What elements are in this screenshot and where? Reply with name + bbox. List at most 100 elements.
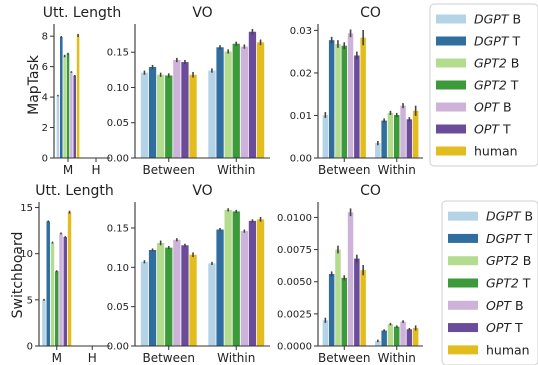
bar (347, 33, 354, 158)
x-tick-label: Between (318, 351, 371, 365)
bar (341, 45, 347, 158)
y-tick-label: 0.00 (107, 342, 129, 353)
legend-bottom: DGPT B DGPT T GPT2 B GPT2 T OPT B OPT T human (441, 200, 538, 365)
legend-swatch (436, 124, 466, 134)
bar (224, 51, 232, 158)
x-tick-label: M (52, 351, 62, 365)
panel-0: Utt. Length 0 2 4 6 8 M H (42, 5, 122, 177)
bar (335, 43, 341, 158)
y-tick-label: 15 (20, 203, 33, 214)
bar (232, 211, 240, 346)
bar (216, 229, 224, 346)
legend-entry: DGPT B (486, 209, 533, 224)
panel-1: VO 0.00 0.05 0.10 0.15 Between Within (107, 5, 270, 177)
x-tick-label: Within (378, 351, 416, 365)
y-tick-label: 0.15 (107, 48, 129, 59)
bar (148, 67, 157, 158)
y-tick-label: 0.15 (107, 223, 129, 234)
legend-swatch (436, 36, 466, 46)
bar (360, 37, 366, 158)
bar (387, 112, 394, 158)
legend-entry: DGPT T (486, 231, 532, 246)
legend-entry: GPT2 B (474, 56, 519, 71)
legend-swatch (436, 146, 466, 156)
bar (208, 263, 216, 346)
x-tick-label: M (63, 163, 73, 177)
bar (157, 74, 165, 158)
y-tick-label: 6 (42, 62, 48, 73)
y-tick-label: 0.05 (107, 118, 129, 129)
bar (394, 326, 400, 346)
chart-panels: Utt. Length 0 2 4 6 8 M H VO 0.00 0.05 0.10 0.15 Betw… (20, 5, 423, 365)
y-tick-label: 8 (42, 32, 48, 43)
legend-entry: DGPT T (474, 34, 520, 49)
legend-swatch (448, 211, 478, 221)
y-tick-label: 0.0050 (277, 277, 312, 288)
y-tick-label: 2 (42, 123, 48, 134)
bar (181, 245, 189, 346)
legend-swatch (436, 58, 466, 68)
bar (381, 120, 387, 158)
legend-entry: human (486, 342, 530, 357)
x-tick-label: H (91, 163, 100, 177)
bar (70, 71, 73, 158)
y-tick-label: 0 (27, 342, 33, 353)
y-tick-label: 0.0025 (277, 309, 312, 320)
bar (232, 43, 240, 158)
bar (67, 212, 72, 346)
legend-swatch (436, 14, 466, 24)
bar (248, 31, 257, 158)
x-tick-label: H (88, 351, 97, 365)
y-tick-label: 4 (42, 93, 48, 104)
legend-top: DGPT B DGPT T GPT2 B GPT2 T OPT B OPT T human (429, 3, 538, 167)
legend-entry: GPT2 T (486, 276, 531, 291)
bar (173, 239, 181, 346)
bar (46, 221, 50, 346)
row-label-maptask: MapTask (26, 54, 42, 115)
y-tick-label: 5 (27, 295, 33, 306)
bar (140, 261, 149, 346)
bar (73, 75, 76, 158)
bar (322, 320, 329, 346)
bar (76, 35, 80, 158)
y-tick-label: 10 (20, 249, 33, 260)
bar (387, 324, 394, 346)
bar (56, 95, 60, 158)
bar (189, 74, 197, 158)
x-tick-label: Between (318, 163, 371, 177)
y-tick-label: 0.03 (290, 26, 312, 37)
bar (165, 247, 173, 346)
bar (406, 119, 413, 158)
bar (322, 115, 329, 158)
bar (381, 330, 387, 346)
bar (216, 47, 224, 159)
panel-title: Utt. Length (35, 183, 113, 199)
bar (60, 36, 63, 159)
row-label-switchboard: Switchboard (10, 232, 26, 319)
x-tick-label: Between (142, 163, 195, 177)
bar (181, 62, 189, 158)
legend-entry: OPT B (486, 298, 524, 313)
bar (240, 46, 248, 158)
legend-swatch (448, 278, 478, 288)
bar (50, 242, 55, 346)
bar (55, 271, 59, 346)
bar (140, 72, 149, 158)
y-tick-label: 0.05 (107, 302, 129, 313)
y-tick-label: 0.10 (107, 263, 129, 274)
y-tick-label: 0.0000 (277, 342, 312, 353)
panel-3: Utt. Length 0 5 10 15 M H (20, 183, 113, 365)
legend-swatch (448, 345, 478, 355)
x-tick-label: Within (217, 163, 255, 177)
y-tick-label: 0.01 (290, 111, 312, 122)
bar (63, 237, 67, 346)
bar (354, 55, 360, 158)
bar (224, 209, 232, 346)
legend-entry: GPT2 T (474, 78, 519, 93)
bar (256, 219, 265, 346)
legend-entry: OPT T (486, 320, 523, 335)
y-tick-label: 0 (42, 154, 48, 165)
y-tick-label: 0.02 (290, 68, 312, 79)
panel-title: CO (360, 183, 381, 199)
bar (400, 105, 406, 158)
